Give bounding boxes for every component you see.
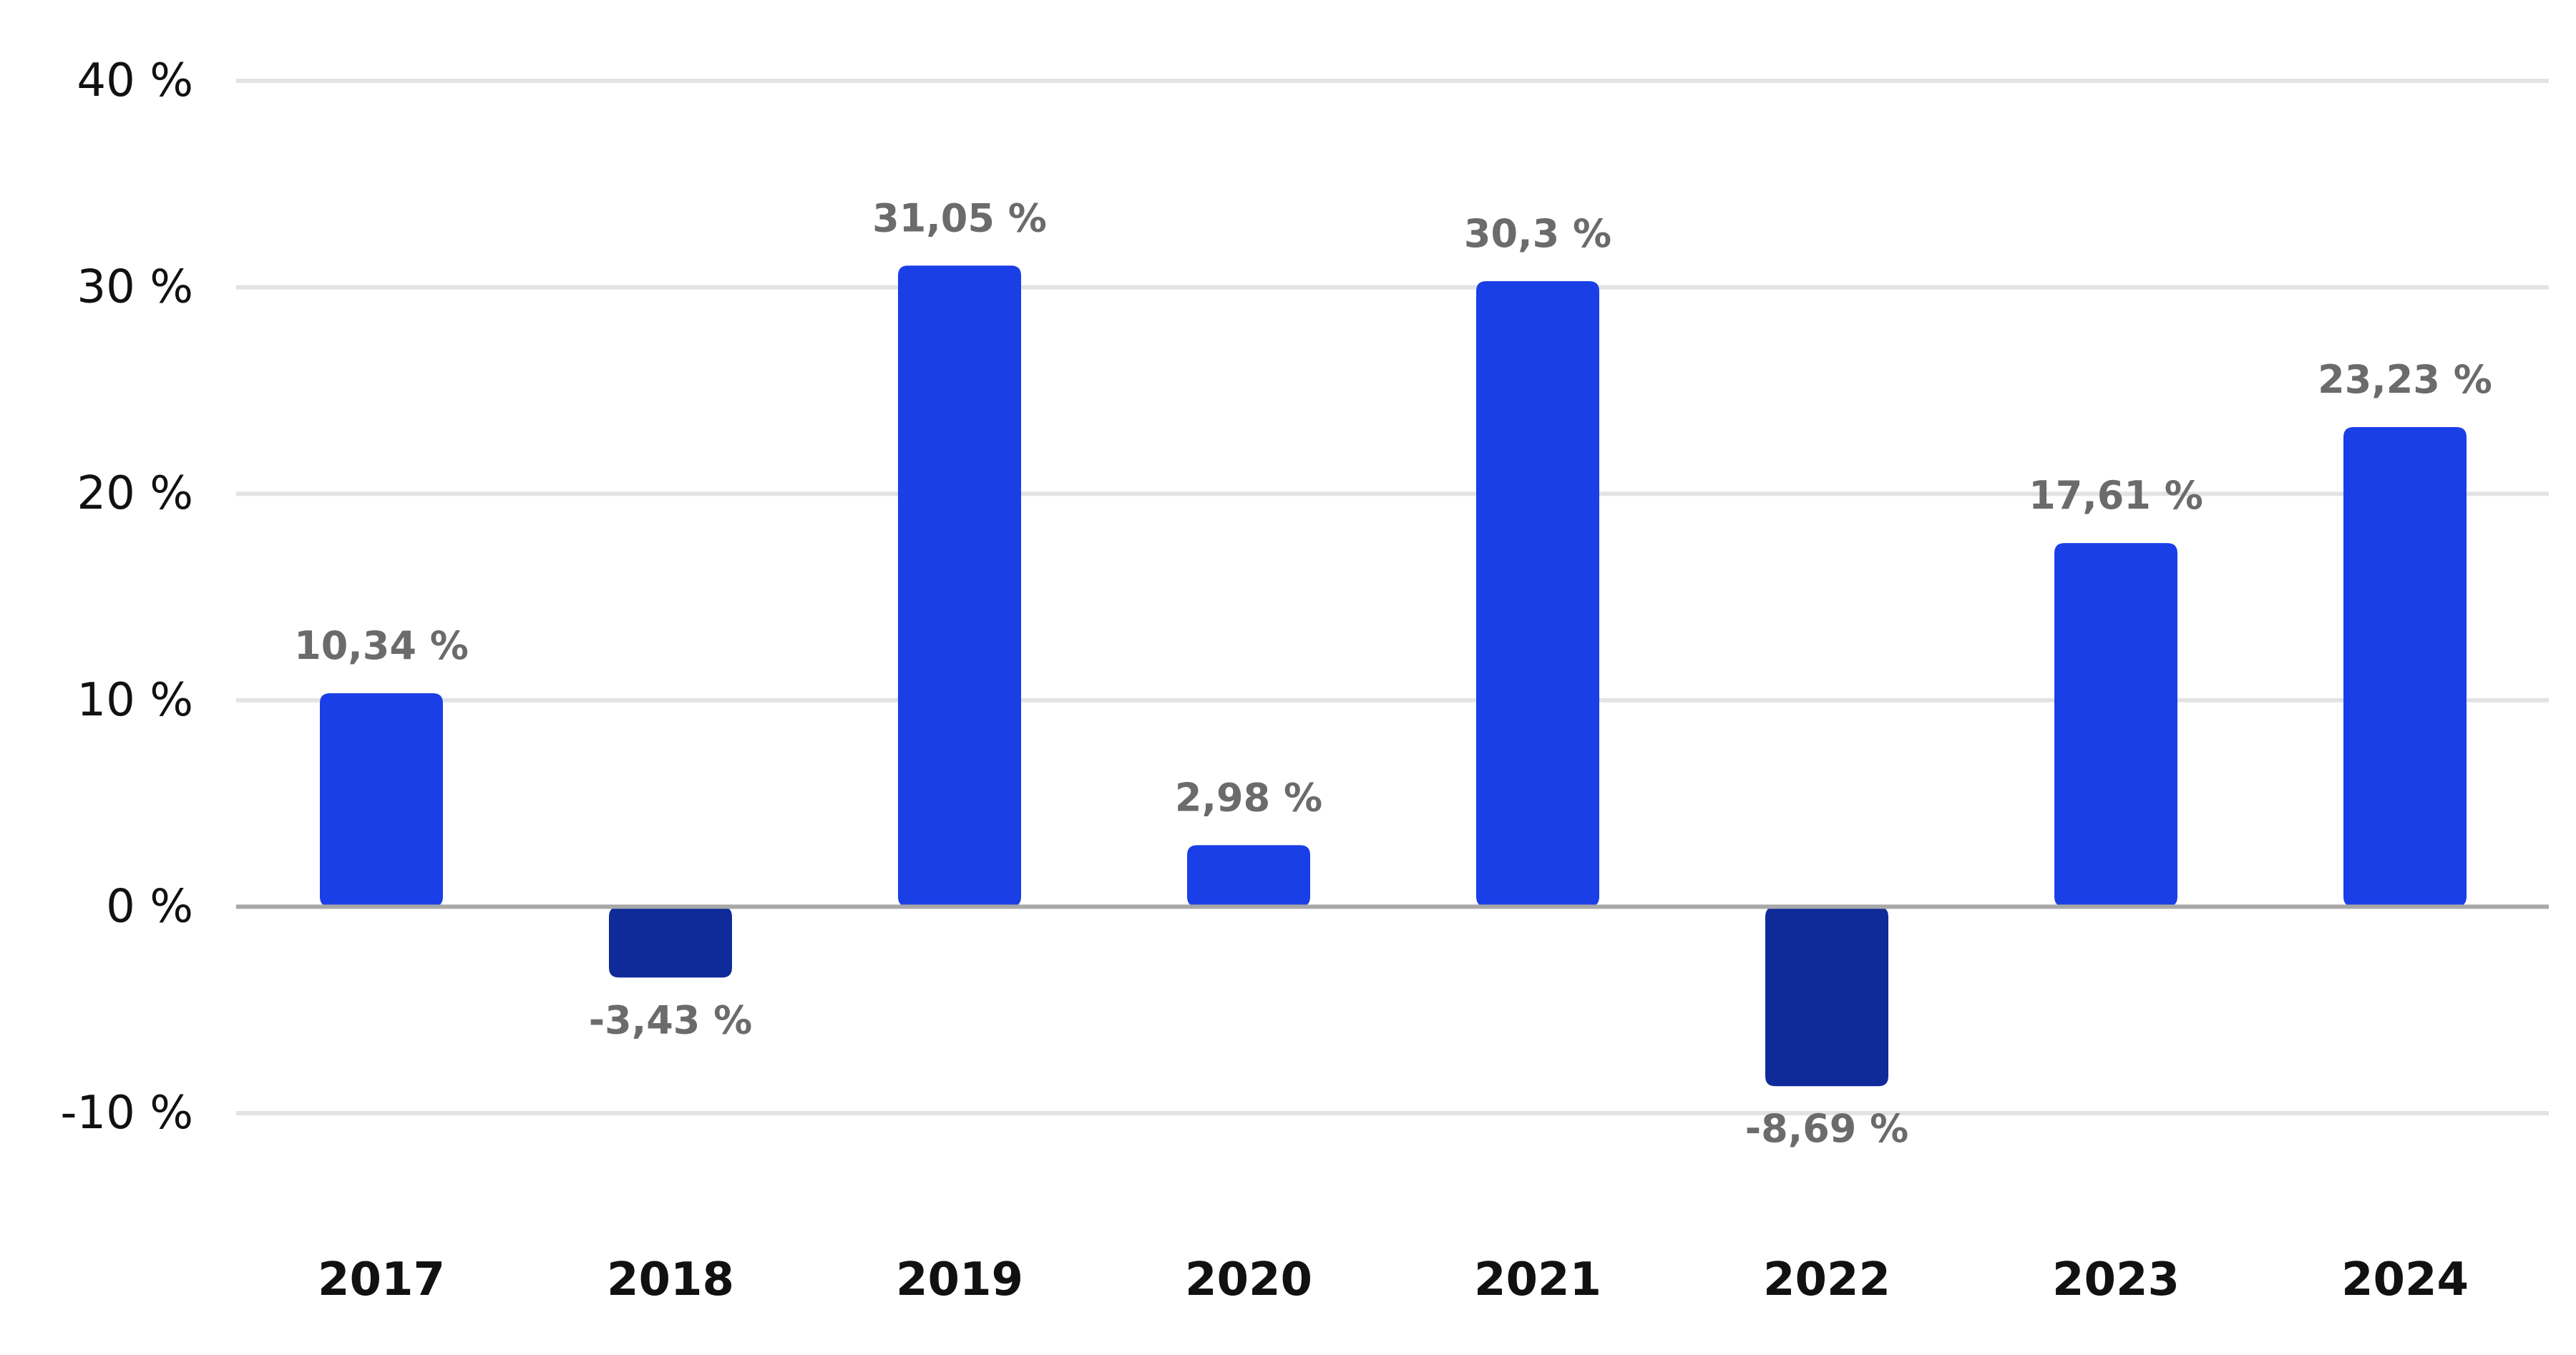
bars xyxy=(320,265,2467,1087)
value-label-2022: -8,69 % xyxy=(1745,1106,1909,1151)
y-tick-label: -10 % xyxy=(60,1087,193,1140)
bar-2022 xyxy=(1765,906,1888,1087)
y-tick-label: 30 % xyxy=(77,261,193,314)
value-label-2020: 2,98 % xyxy=(1175,775,1322,820)
x-tick-label-2024: 2024 xyxy=(2341,1253,2469,1306)
y-tick-label: 20 % xyxy=(77,467,193,520)
value-label-2023: 17,61 % xyxy=(2029,473,2203,518)
value-label-2017: 10,34 % xyxy=(294,623,469,668)
y-tick-label: 40 % xyxy=(77,54,193,107)
value-label-2021: 30,3 % xyxy=(1464,211,1611,256)
bar-2019 xyxy=(898,265,1021,907)
bar-2024 xyxy=(2343,426,2467,907)
bar-2020 xyxy=(1187,845,1310,907)
y-tick-label: 10 % xyxy=(77,674,193,727)
x-tick-label-2021: 2021 xyxy=(1474,1253,1601,1306)
y-axis-tick-labels: -10 % 0 % 10 % 20 % 30 % 40 % xyxy=(60,54,193,1140)
bar-2023 xyxy=(2054,543,2177,907)
x-tick-label-2022: 2022 xyxy=(1763,1253,1890,1306)
bar-2021 xyxy=(1476,280,1599,907)
bar-2018 xyxy=(609,906,732,978)
x-tick-label-2018: 2018 xyxy=(607,1253,734,1306)
value-label-2018: -3,43 % xyxy=(589,997,753,1042)
value-label-2024: 23,23 % xyxy=(2318,357,2492,402)
x-tick-label-2017: 2017 xyxy=(318,1253,445,1306)
x-axis-tick-labels: 2017 2018 2019 2020 2021 2022 2023 2024 xyxy=(318,1253,2469,1306)
x-tick-label-2023: 2023 xyxy=(2052,1253,2180,1306)
bar-2017 xyxy=(320,693,443,907)
value-label-2019: 31,05 % xyxy=(872,195,1047,240)
gridlines xyxy=(236,79,2549,1115)
y-tick-label: 0 % xyxy=(106,880,193,933)
x-tick-label-2019: 2019 xyxy=(896,1253,1023,1306)
value-labels: 10,34 % -3,43 % 31,05 % 2,98 % 30,3 % -8,69 %… xyxy=(294,195,2492,1151)
x-tick-label-2020: 2020 xyxy=(1185,1253,1312,1306)
